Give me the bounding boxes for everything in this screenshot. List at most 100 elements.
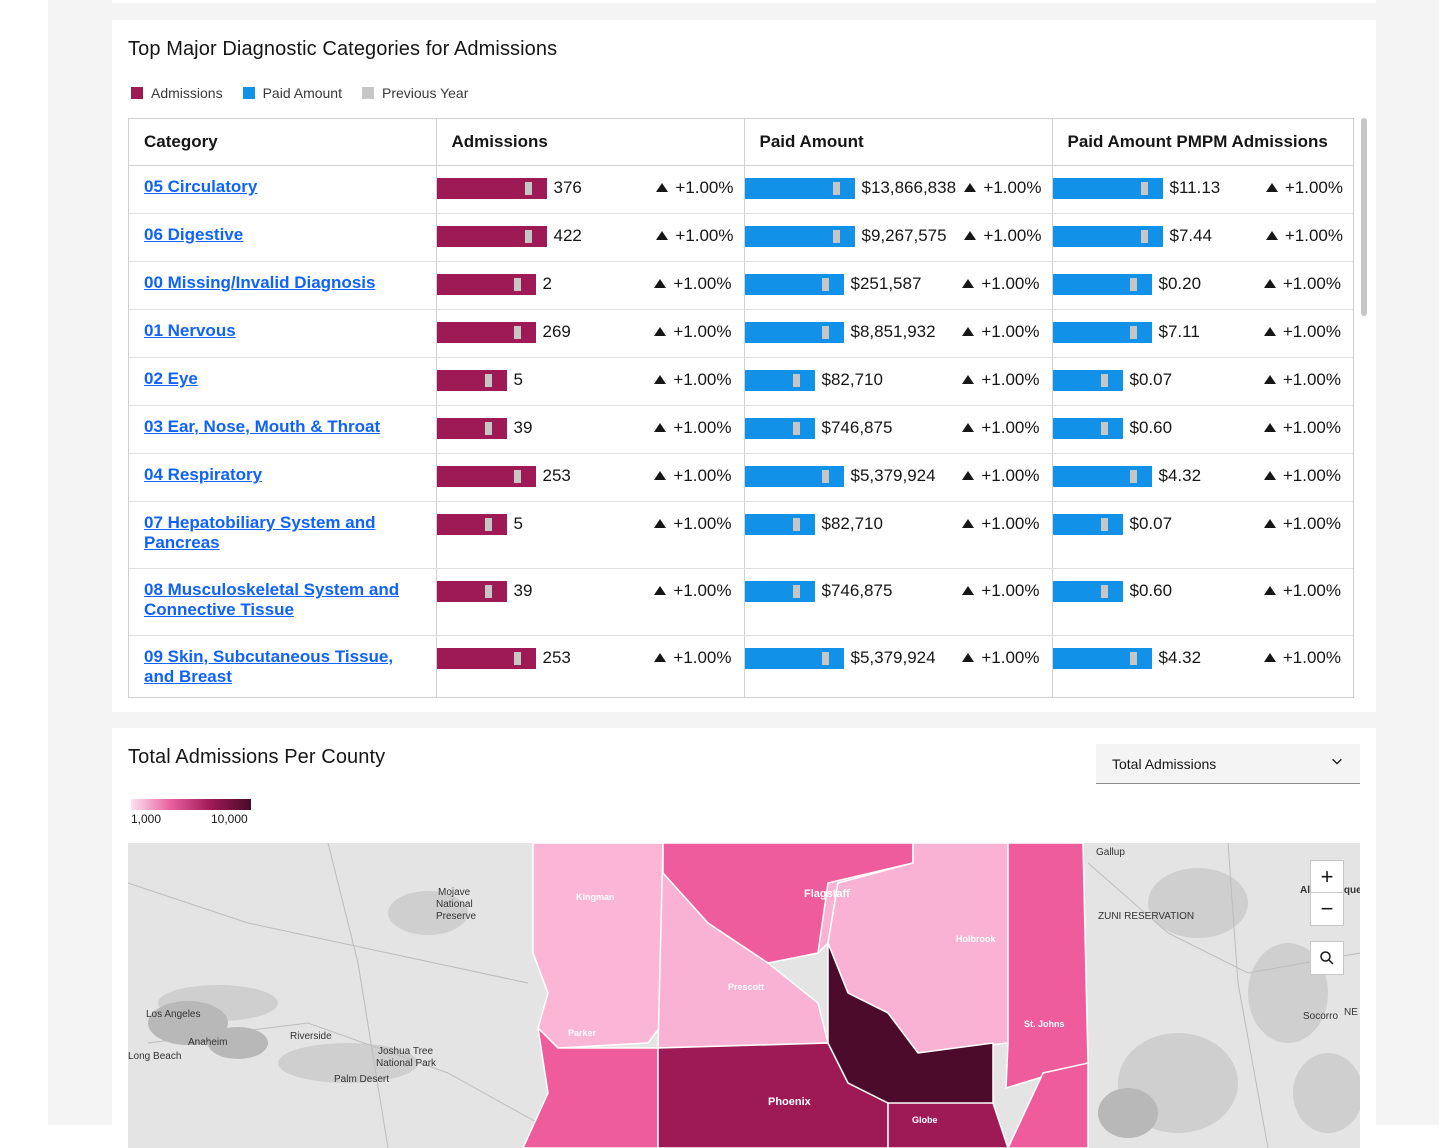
paid-amount-value: $746,875 [821,581,893,600]
map-label: Anaheim [188,1037,227,1048]
category-link[interactable]: 00 Missing/Invalid Diagnosis [144,273,376,292]
previous-year-marker [524,230,532,243]
legend-label: Admissions [151,85,223,101]
category-cell: 07 Hepatobiliary System and Pancreas [129,501,437,569]
change-indicator: +1.00% [654,581,732,601]
pmpm-value: $11.13 [1169,178,1221,197]
scale-min-label: 1,000 [131,812,162,826]
admissions-value: 253 [542,466,571,485]
category-link[interactable]: 06 Digestive [144,225,244,244]
admissions-bar[interactable] [436,514,507,535]
change-indicator: +1.00% [964,178,1042,198]
change-indicator: +1.00% [654,514,732,534]
change-indicator: +1.00% [1263,514,1341,534]
arrow-up-icon [1263,375,1276,384]
paid-amount-bar[interactable] [744,418,815,439]
pmpm-bar[interactable] [1052,466,1152,487]
admissions-bar[interactable] [436,322,536,343]
pmpm-value: $7.44 [1169,226,1213,245]
arrow-up-icon [1263,423,1276,432]
paid-amount-bar[interactable] [744,322,844,343]
pmpm-bar[interactable] [1052,581,1123,602]
table-row: 07 Hepatobiliary System and Pancreas 5 +1.… [129,501,1353,569]
admissions-bar[interactable] [436,581,507,602]
metric-dropdown[interactable]: Total Admissions [1096,744,1360,784]
admissions-bar[interactable] [436,648,536,669]
card-title: Total Admissions Per County [128,746,386,768]
change-indicator: +1.00% [1263,418,1341,438]
paid-amount-bar[interactable] [744,274,844,295]
column-header-admissions[interactable]: Admissions [436,119,745,166]
change-value: +1.00% [981,648,1040,667]
pmpm-bar[interactable] [1052,418,1123,439]
admissions-bar[interactable] [436,418,507,439]
pmpm-bar[interactable] [1052,514,1123,535]
paid-amount-bar[interactable] [744,466,844,487]
column-header-category[interactable]: Category [129,119,437,166]
category-link[interactable]: 07 Hepatobiliary System and Pancreas [144,513,376,552]
admissions-cell: 422 +1.00% [436,213,745,262]
legend-item-admissions: Admissions [131,85,223,101]
change-value: +1.00% [1284,226,1343,245]
previous-year-marker [1129,278,1137,291]
change-value: +1.00% [1282,322,1341,341]
paid-amount-bar[interactable] [744,581,815,602]
category-cell: 08 Musculoskeletal System and Connective… [129,568,437,636]
zoom-out-button[interactable]: − [1310,892,1344,926]
category-link[interactable]: 04 Respiratory [144,465,263,484]
paid-amount-bar[interactable] [744,178,855,199]
admissions-bar[interactable] [436,178,547,199]
change-value: +1.00% [673,274,732,293]
admissions-bar[interactable] [436,466,536,487]
admissions-bar[interactable] [436,226,547,247]
category-link[interactable]: 08 Musculoskeletal System and Connective… [144,580,400,619]
category-link[interactable]: 03 Ear, Nose, Mouth & Throat [144,417,381,436]
arrow-up-icon [1265,183,1278,192]
column-header-paid-amount[interactable]: Paid Amount [744,119,1053,166]
paid-amount-bar[interactable] [744,648,844,669]
map-search-button[interactable] [1310,941,1344,975]
arrow-up-icon [1263,327,1276,336]
pmpm-bar[interactable] [1052,322,1152,343]
zoom-in-button[interactable]: + [1310,860,1344,894]
arrow-up-icon [962,327,975,336]
admissions-cell: 253 +1.00% [436,635,745,697]
arrow-up-icon [962,471,975,480]
change-value: +1.00% [1282,418,1341,437]
change-indicator: +1.00% [654,370,732,390]
admissions-value: 269 [542,322,571,341]
admissions-cell: 376 +1.00% [436,165,745,214]
category-link[interactable]: 02 Eye [144,369,198,388]
pmpm-bar[interactable] [1052,226,1163,247]
pmpm-bar[interactable] [1052,370,1123,391]
paid-amount-bar[interactable] [744,226,855,247]
legend-swatch [361,87,374,99]
column-header-pmpm[interactable]: Paid Amount PMPM Admissions [1052,119,1353,166]
arrow-up-icon [962,519,975,528]
paid-amount-bar[interactable] [744,514,815,535]
pmpm-bar[interactable] [1052,648,1152,669]
admissions-bar[interactable] [436,370,507,391]
change-indicator: +1.00% [962,581,1040,601]
admissions-bar[interactable] [436,274,536,295]
county-map[interactable]: Mojave National Preserve Los Angeles Ana… [128,843,1360,1148]
previous-year-marker [524,182,532,195]
pmpm-cell: $0.07 +1.00% [1052,357,1353,406]
paid-amount-value: $746,875 [821,418,893,437]
category-link[interactable]: 09 Skin, Subcutaneous Tissue, and Breast [144,647,394,686]
table-scrollbar[interactable] [1361,118,1367,316]
map-label-holbrook: Holbrook [956,934,996,944]
paid-amount-bar[interactable] [744,370,815,391]
admissions-value: 39 [513,581,533,600]
table-row: 00 Missing/Invalid Diagnosis 2 +1.00% $251,… [129,261,1353,310]
change-indicator: +1.00% [656,226,734,246]
category-link[interactable]: 05 Circulatory [144,177,258,196]
category-link[interactable]: 01 Nervous [144,321,236,340]
legend-label: Previous Year [381,85,469,101]
pmpm-bar[interactable] [1052,178,1163,199]
arrow-up-icon [1263,653,1276,662]
admissions-cell: 2 +1.00% [436,261,745,310]
category-cell: 06 Digestive [129,213,437,262]
pmpm-bar[interactable] [1052,274,1152,295]
admissions-value: 376 [553,178,582,197]
